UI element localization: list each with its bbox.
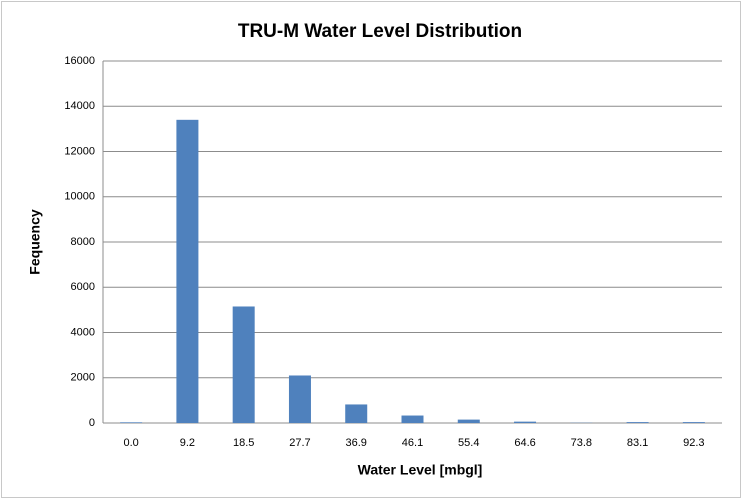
y-tick-label: 6000 (71, 281, 95, 293)
y-tick-label: 0 (89, 417, 95, 429)
bar (458, 420, 480, 423)
y-tick-label: 14000 (64, 100, 95, 112)
x-tick-label: 36.9 (346, 437, 367, 449)
x-tick-label: 27.7 (289, 437, 310, 449)
x-tick-label: 92.3 (683, 437, 704, 449)
bar (345, 404, 367, 423)
x-tick-label: 55.4 (458, 437, 479, 449)
x-tick-label: 73.8 (571, 437, 592, 449)
x-tick-label: 64.6 (514, 437, 535, 449)
y-tick-label: 8000 (71, 236, 95, 248)
x-tick-label: 46.1 (402, 437, 423, 449)
bar (289, 375, 311, 423)
bar (233, 306, 255, 423)
bar (402, 416, 424, 423)
y-tick-label: 10000 (64, 191, 95, 203)
x-tick-label: 18.5 (233, 437, 254, 449)
x-tick-label: 9.2 (180, 437, 195, 449)
y-tick-label: 12000 (64, 145, 95, 157)
x-axis-label: Water Level [mbgl] (358, 462, 483, 478)
chart-title: TRU-M Water Level Distribution (238, 21, 522, 42)
bar (120, 422, 142, 423)
x-tick-label: 0.0 (123, 437, 138, 449)
y-tick-label: 4000 (71, 326, 95, 338)
x-tick-label: 83.1 (627, 437, 648, 449)
y-tick-label: 16000 (64, 55, 95, 67)
y-axis-label: Fequency (27, 209, 43, 275)
bar (514, 422, 536, 423)
bar (627, 422, 649, 423)
bar (683, 422, 705, 423)
y-tick-label: 2000 (71, 372, 95, 384)
bar (176, 120, 198, 423)
